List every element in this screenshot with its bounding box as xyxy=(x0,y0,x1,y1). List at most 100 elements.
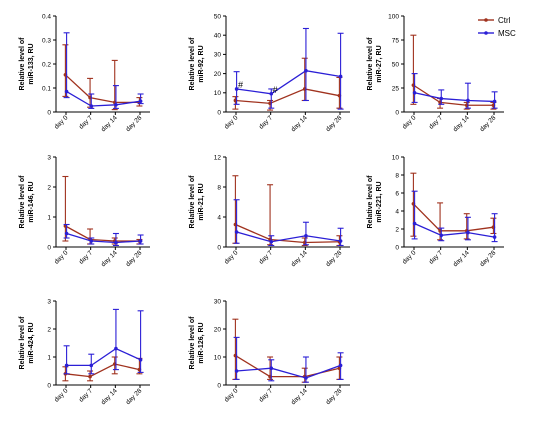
y-tick-label: 0 xyxy=(47,382,51,389)
x-tick-label: day 7 xyxy=(78,387,94,403)
y-tick-label: 50 xyxy=(392,61,400,68)
x-tick-label: day 7 xyxy=(258,249,274,265)
chart-panel-4: 0 1 2 3 day 0 day 7 day 14 day 28 Relative level… xyxy=(19,154,150,268)
data-point xyxy=(412,91,417,95)
data-point xyxy=(89,239,94,243)
x-tick-label: day 28 xyxy=(479,114,498,133)
y-axis-title-line: miR-21, RU xyxy=(198,183,205,220)
y-tick-label: 1 xyxy=(47,214,51,221)
x-tick-label: day 0 xyxy=(223,387,239,403)
data-point xyxy=(64,363,69,368)
y-tick-label: 20 xyxy=(214,326,222,333)
legend: Ctrl MSC xyxy=(478,16,516,38)
data-point xyxy=(89,104,94,108)
series-msc xyxy=(233,27,344,110)
series-line xyxy=(414,223,495,238)
chart-panel-3: 0 25 50 75 100 day 0 day 7 day 14 day 28 Relative… xyxy=(367,13,504,133)
chart-panel-7: 0 1 2 3 day 0 day 7 day 14 day 28 Relative level… xyxy=(19,298,150,406)
x-tick-label: day 14 xyxy=(290,387,309,406)
x-tick-label: day 28 xyxy=(125,249,144,268)
y-axis-title-line: Relative level of xyxy=(189,175,196,229)
x-tick-label: day 14 xyxy=(100,387,119,406)
y-tick-label: 0.3 xyxy=(42,37,51,44)
y-axis-title-line: Relative level of xyxy=(189,37,196,91)
x-tick-label: day 7 xyxy=(258,114,274,130)
data-point xyxy=(64,231,69,236)
y-tick-label: 0.1 xyxy=(42,85,51,92)
y-tick-label: 0 xyxy=(217,382,221,389)
y-tick-label: 0 xyxy=(217,244,221,251)
data-point xyxy=(304,376,308,380)
y-axis-title-line: Relative level of xyxy=(19,316,26,370)
data-point xyxy=(88,374,92,379)
y-tick-label: 2 xyxy=(47,326,51,333)
y-tick-label: 2 xyxy=(47,184,51,191)
chart-panel-8: 0 10 20 30 day 0 day 7 day 14 day 28 Relative le… xyxy=(189,298,350,406)
y-tick-label: 8 xyxy=(395,172,399,179)
series-line xyxy=(65,225,140,242)
data-point xyxy=(114,103,118,107)
series-line xyxy=(236,231,341,243)
y-tick-label: 75 xyxy=(392,37,400,44)
series-msc xyxy=(233,336,344,383)
series-ctrl xyxy=(62,356,143,382)
series-ctrl xyxy=(62,175,143,245)
data-point xyxy=(304,68,308,73)
series-line xyxy=(66,347,141,367)
legend-msc-marker xyxy=(484,31,488,35)
x-tick-label: day 28 xyxy=(325,114,344,133)
x-tick-label: day 28 xyxy=(479,249,498,268)
series-ctrl xyxy=(410,172,497,241)
x-tick-label: day 0 xyxy=(53,114,69,130)
data-point xyxy=(138,99,143,103)
x-tick-label: day 14 xyxy=(290,114,309,133)
y-tick-label: 0 xyxy=(395,244,399,251)
y-tick-label: 0.4 xyxy=(42,13,51,20)
series-line xyxy=(235,88,340,105)
data-point xyxy=(466,230,470,235)
x-tick-label: day 28 xyxy=(325,387,344,406)
data-point xyxy=(466,98,470,103)
y-tick-label: 12 xyxy=(214,154,222,161)
x-tick-label: day 14 xyxy=(290,249,309,268)
x-tick-label: day 28 xyxy=(325,249,344,268)
y-axis-title: Relative level of miR-424, RU xyxy=(19,316,35,370)
x-tick-label: day 7 xyxy=(428,114,444,130)
y-tick-label: 0 xyxy=(47,109,51,116)
x-tick-label: day 28 xyxy=(125,387,144,406)
y-tick-label: 100 xyxy=(388,13,399,20)
x-tick-label: day 0 xyxy=(53,387,69,403)
y-tick-label: 30 xyxy=(214,52,222,59)
y-axis-title-line: Relative level of xyxy=(19,175,26,229)
y-axis-title-line: Relative level of xyxy=(19,37,26,91)
series-line xyxy=(64,74,140,104)
data-point xyxy=(338,239,343,243)
data-point xyxy=(492,99,497,104)
chart-panel-5: 0 4 8 12 day 0 day 7 day 14 day 28 Relative leve… xyxy=(189,154,350,268)
series-line xyxy=(65,363,140,378)
x-tick-label: day 14 xyxy=(452,249,471,268)
data-point xyxy=(89,363,94,368)
x-tick-label: day 0 xyxy=(223,249,239,265)
data-point xyxy=(439,96,444,101)
y-tick-label: 0 xyxy=(395,109,399,116)
data-point xyxy=(269,91,274,96)
chart-panels: 0 0.1 0.2 0.3 0.4 day 0 day 7 day 14 day 28 Relat… xyxy=(19,13,504,406)
chart-panel-6: 0 2 4 6 8 10 day 0 day 7 day 14 day 28 Relative le… xyxy=(367,154,504,268)
y-tick-label: 30 xyxy=(214,298,222,305)
y-tick-label: 1 xyxy=(47,354,51,361)
x-tick-label: day 14 xyxy=(100,249,119,268)
y-axis-title-line: miR-92, RU xyxy=(198,45,205,82)
series-msc xyxy=(63,223,144,247)
annotation-marker: # xyxy=(273,85,278,95)
series-ctrl xyxy=(62,44,143,111)
legend-ctrl-marker xyxy=(484,18,488,22)
y-tick-label: 10 xyxy=(392,154,400,161)
legend-msc-label: MSC xyxy=(498,29,516,38)
data-point xyxy=(304,233,308,238)
data-point xyxy=(234,230,239,234)
legend-item-ctrl: Ctrl xyxy=(478,16,511,25)
series-line xyxy=(236,70,341,95)
y-axis-title-line: miR-27, RU xyxy=(376,45,383,82)
y-tick-label: 50 xyxy=(214,13,222,20)
